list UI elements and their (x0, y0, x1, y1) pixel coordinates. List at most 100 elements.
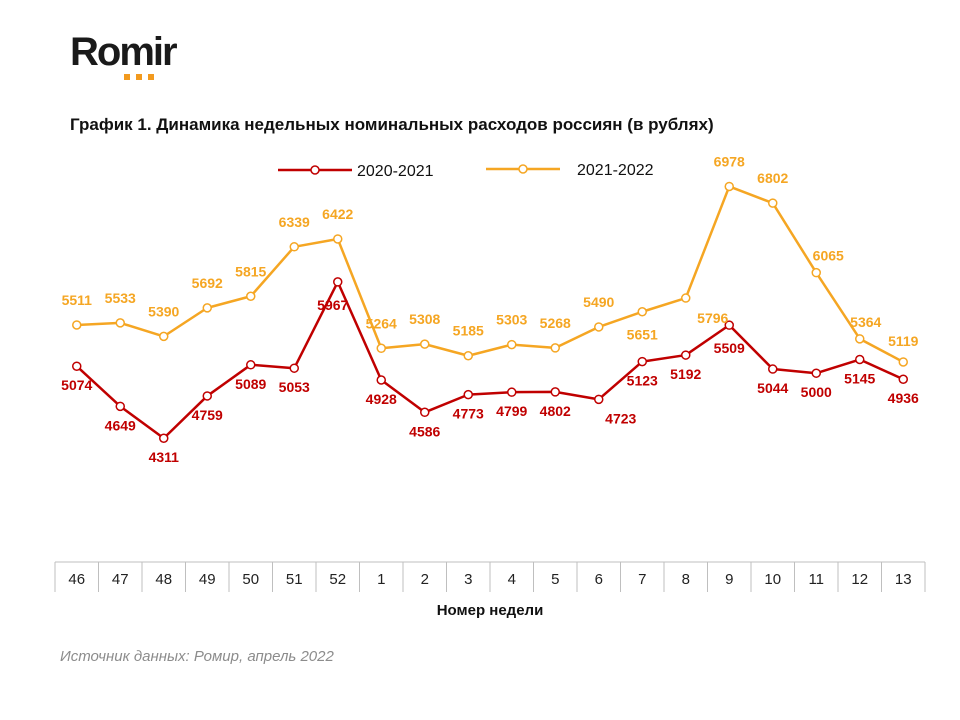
series-line-2020-2021 (75, 280, 904, 440)
romir-logo: Romir (70, 32, 210, 82)
data-label: 4928 (366, 391, 397, 407)
data-point (637, 306, 647, 317)
data-point (463, 350, 473, 361)
logo-dots (124, 74, 164, 80)
x-tick-label: 6 (595, 571, 603, 588)
data-point (333, 277, 343, 287)
data-point (507, 339, 517, 350)
data-label: 5089 (235, 376, 266, 392)
data-point (115, 401, 125, 412)
data-point (855, 354, 865, 365)
x-tick-label: 13 (895, 571, 912, 588)
data-point (289, 363, 299, 373)
data-label: 5145 (844, 371, 875, 387)
data-label: 6339 (279, 214, 310, 230)
data-point (898, 357, 908, 367)
legend-marker (310, 165, 320, 175)
data-point (681, 350, 691, 360)
x-tick-label: 9 (725, 571, 733, 588)
data-point (550, 343, 560, 353)
data-label: 5268 (540, 315, 571, 331)
data-label: 5264 (366, 315, 397, 331)
x-tick-label: 49 (199, 571, 216, 588)
data-label: 6802 (757, 170, 788, 186)
data-point (376, 343, 386, 354)
chart-title: График 1. Динамика недельных номинальных… (70, 115, 714, 134)
data-label: 5390 (148, 303, 179, 319)
data-point (289, 242, 299, 252)
data-label: 6422 (322, 206, 353, 222)
data-label: 5308 (409, 311, 440, 327)
data-label: 5511 (62, 292, 93, 308)
data-point (202, 391, 212, 401)
data-point (72, 361, 82, 371)
data-point (246, 360, 256, 370)
data-point (376, 375, 386, 385)
data-point (681, 293, 691, 303)
data-point (811, 267, 821, 278)
data-label: 5185 (453, 323, 484, 339)
data-point (724, 181, 734, 192)
data-label: 5815 (235, 263, 266, 279)
data-label: 4723 (605, 410, 636, 426)
data-label: 5303 (496, 312, 527, 328)
data-label: 5509 (714, 340, 745, 356)
data-point (898, 374, 908, 384)
x-tick-label: 12 (851, 571, 868, 588)
data-label: 5044 (757, 380, 788, 396)
x-axis-title: Номер недели (437, 602, 544, 619)
data-label: 5364 (850, 314, 881, 330)
x-tick-label: 52 (329, 571, 346, 588)
data-point (855, 334, 865, 344)
x-tick-label: 1 (377, 571, 385, 588)
data-label: 5000 (801, 384, 832, 400)
x-tick-label: 4 (508, 571, 516, 588)
x-tick-label: 46 (68, 571, 85, 588)
data-label: 4311 (149, 449, 180, 465)
data-point (420, 339, 430, 349)
x-tick-label: 50 (242, 571, 259, 588)
x-tick-label: 8 (682, 571, 690, 588)
data-label: 4759 (192, 407, 223, 423)
x-tick-label: 51 (286, 571, 303, 588)
data-label: 5490 (583, 294, 614, 310)
data-label: 5796 (697, 310, 728, 326)
data-label: 5967 (317, 297, 348, 313)
data-point (550, 387, 560, 397)
data-point (202, 303, 212, 313)
data-label: 5053 (279, 379, 310, 395)
data-label: 6065 (813, 248, 844, 264)
data-label: 4649 (105, 417, 136, 433)
data-point (724, 320, 734, 330)
data-point (463, 389, 473, 400)
data-label: 5192 (670, 366, 701, 382)
data-point (246, 291, 256, 302)
x-tick-label: 7 (638, 571, 646, 588)
data-label: 5074 (61, 377, 92, 393)
legend-label: 2021-2022 (577, 162, 654, 179)
x-tick-label: 2 (421, 571, 429, 588)
data-label: 4799 (496, 403, 527, 419)
x-tick-label: 47 (112, 571, 129, 588)
x-tick-label: 5 (551, 571, 559, 588)
legend-label: 2020-2021 (357, 163, 434, 180)
data-label: 5123 (627, 373, 658, 389)
x-tick-label: 11 (808, 571, 824, 588)
x-tick-label: 10 (764, 571, 781, 588)
data-source-note: Источник данных: Ромир, апрель 2022 (60, 648, 334, 665)
data-point (637, 356, 647, 367)
series-line-2021-2022 (76, 185, 904, 364)
data-label: 5119 (888, 333, 919, 349)
data-label: 5651 (627, 327, 658, 343)
x-tick-label: 3 (464, 571, 472, 588)
data-point (594, 394, 604, 405)
data-point (507, 387, 517, 397)
logo-text: Romir (70, 30, 178, 74)
legend-marker (518, 164, 528, 174)
data-point (333, 234, 343, 244)
data-point (768, 364, 778, 374)
data-point (115, 318, 125, 328)
data-label: 6978 (714, 153, 745, 169)
data-label: 5533 (105, 290, 136, 306)
